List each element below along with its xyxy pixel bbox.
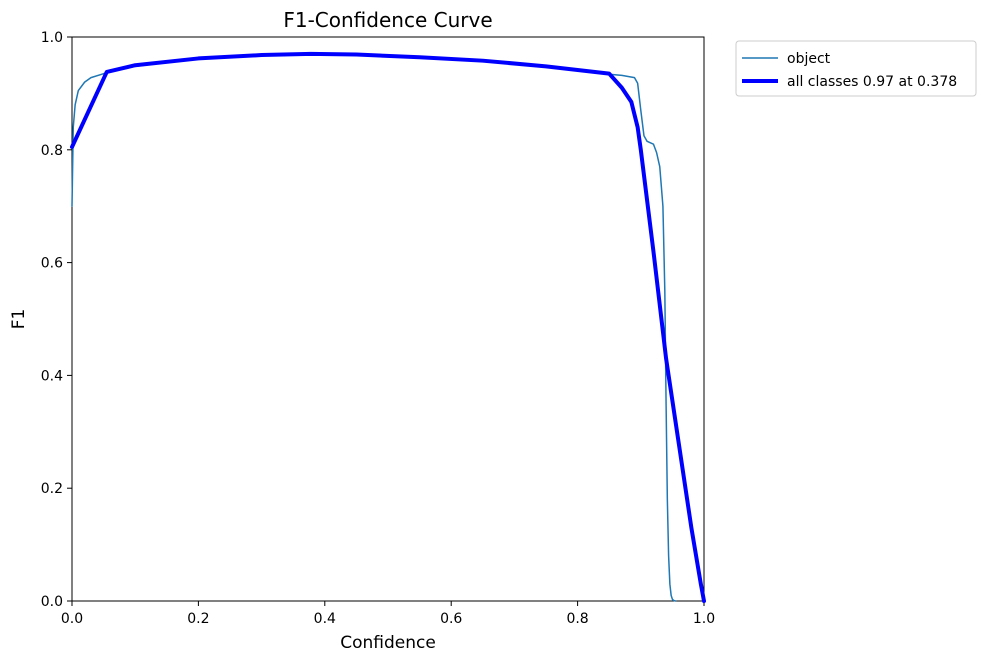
chart-title: F1-Confidence Curve <box>283 8 492 32</box>
x-tick-label: 1.0 <box>693 611 715 627</box>
y-tick-label: 0.6 <box>41 256 63 272</box>
y-tick-label: 0.0 <box>41 594 63 610</box>
x-axis: 0.0 0.2 0.4 0.6 0.8 1.0 <box>61 601 715 627</box>
legend-label-all-classes: all classes 0.97 at 0.378 <box>787 74 957 90</box>
y-tick-label: 0.2 <box>41 481 63 497</box>
series-layer <box>70 51 706 603</box>
legend-box <box>735 40 977 97</box>
y-tick-label: 0.4 <box>41 368 63 384</box>
x-tick-label: 0.8 <box>566 611 588 627</box>
y-axis: 0.0 0.2 0.4 0.6 0.8 1.0 <box>41 30 72 610</box>
plot-area <box>71 36 705 602</box>
y-tick-label: 1.0 <box>41 30 63 46</box>
series-line-all-classes <box>70 51 706 603</box>
legend-label-object: object <box>787 51 831 67</box>
x-tick-label: 0.0 <box>61 611 83 627</box>
y-tick-label: 0.8 <box>41 143 63 159</box>
x-axis-label: Confidence <box>340 633 436 653</box>
y-axis-label: F1 <box>9 309 29 330</box>
x-tick-label: 0.4 <box>314 611 336 627</box>
x-tick-label: 0.2 <box>187 611 209 627</box>
x-tick-label: 0.6 <box>440 611 462 627</box>
legend: object all classes 0.97 at 0.378 <box>735 40 977 97</box>
